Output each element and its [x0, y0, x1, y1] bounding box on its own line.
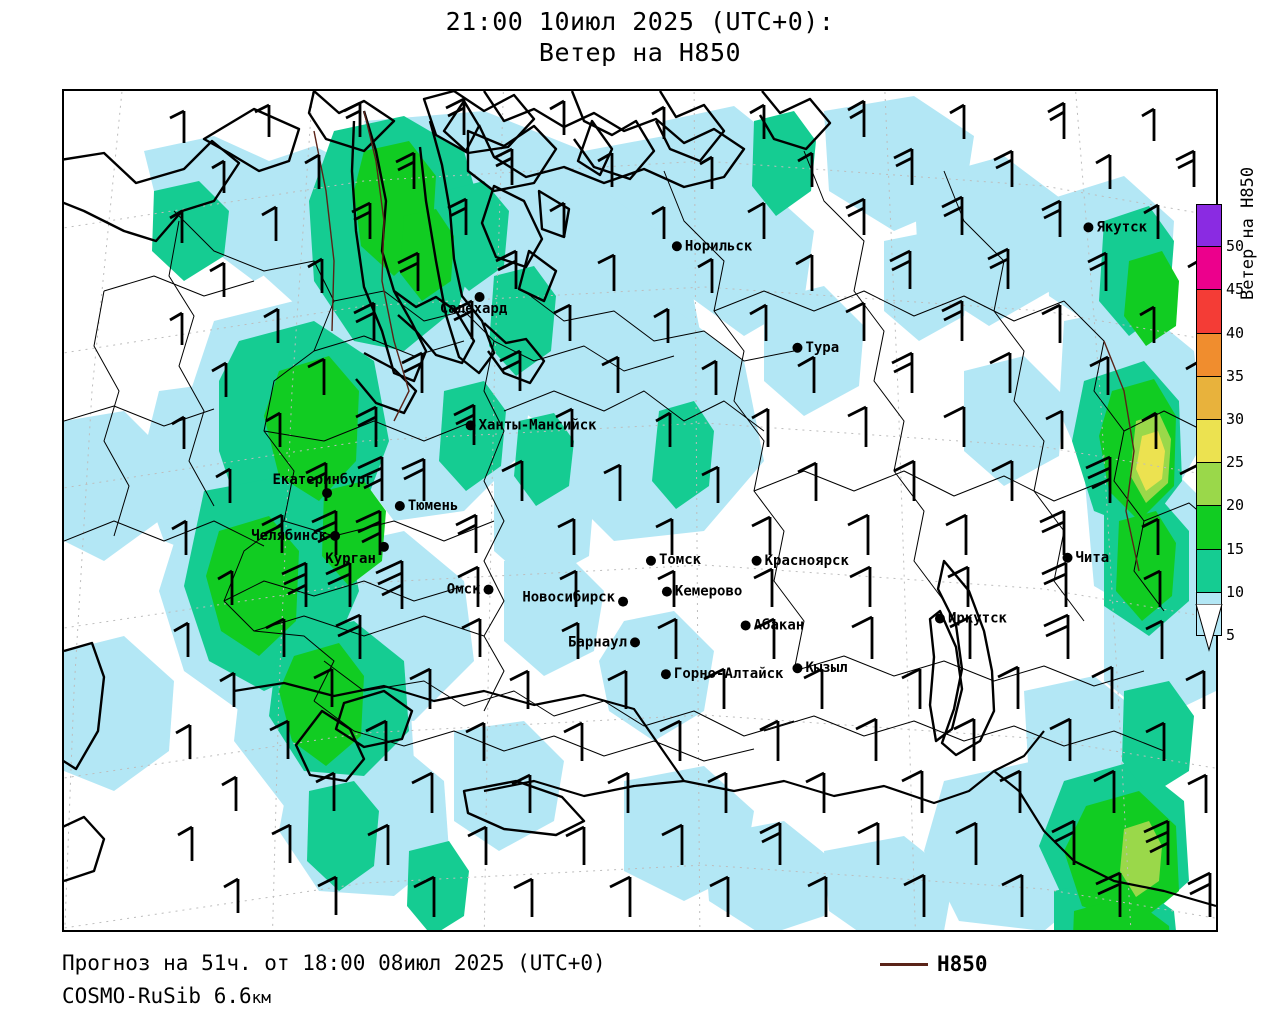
city-label: Екатеринбург	[273, 472, 374, 488]
city-label: Кемерово	[675, 584, 742, 600]
city-marker[interactable]: Абакан	[740, 617, 805, 633]
colorbar-tick-30: 30	[1226, 410, 1245, 428]
city-label: Омск	[447, 582, 481, 598]
city-label: Чита	[1076, 550, 1110, 566]
city-marker[interactable]: Тура	[792, 340, 839, 356]
city-dot-icon	[394, 501, 405, 512]
city-marker[interactable]: Ханты-Мансийск	[465, 417, 598, 433]
city-dot-icon	[934, 613, 945, 624]
city-marker[interactable]: Красноярск	[751, 553, 850, 569]
colorbar-tick-25: 25	[1226, 453, 1245, 472]
city-marker[interactable]: Кызыл	[792, 660, 848, 676]
wind-barbs-layer	[169, 97, 1212, 917]
forecast-caption: Прогноз на 51ч. от 18:00 08июл 2025 (UTC…	[62, 951, 606, 975]
model-caption: COSMO-RuSib 6.6км	[62, 984, 271, 1010]
city-label: Кызыл	[805, 660, 847, 676]
city-marker[interactable]: Норильск	[671, 238, 753, 254]
colorbar-tick-35: 35	[1226, 366, 1245, 385]
colorbar-tick-5: 5	[1226, 626, 1236, 644]
city-label: Салехард	[440, 301, 508, 317]
colorbar[interactable]	[1196, 204, 1222, 636]
city-dot-icon	[1083, 222, 1094, 233]
city-marker[interactable]: Томск	[645, 552, 702, 568]
city-dot-icon	[645, 555, 656, 566]
h850-legend-label: H850	[937, 952, 988, 976]
city-marker[interactable]: Якутск	[1083, 219, 1148, 235]
city-label: Тура	[805, 340, 839, 356]
city-label: Иркутск	[948, 610, 1008, 626]
city-dot-icon	[751, 555, 762, 566]
colorbar-band-20-25	[1196, 463, 1222, 507]
colorbar-tick-15: 15	[1226, 539, 1245, 558]
city-layer: Норильск Тура Якутск Салехард Ханты-Мансийск…	[251, 219, 1147, 682]
city-label: Абакан	[754, 617, 805, 633]
city-dot-icon	[740, 620, 751, 631]
city-marker[interactable]: Омск	[447, 582, 494, 598]
city-dot-icon	[465, 420, 476, 431]
city-dot-icon	[660, 669, 671, 680]
h850-legend-swatch	[880, 962, 928, 966]
city-marker[interactable]: Тюмень	[394, 498, 459, 514]
city-dot-icon	[378, 541, 389, 552]
colorbar-band-35-40	[1196, 333, 1222, 377]
city-marker[interactable]: Новосибирск	[522, 590, 629, 607]
city-label: Курган	[325, 551, 376, 567]
colorbar-band-40-45	[1196, 290, 1222, 334]
city-marker[interactable]: Салехард	[440, 292, 508, 317]
model-name: COSMO-RuSib 6.6	[62, 984, 252, 1008]
title-datetime: 21:00 10июл 2025 (UTC+0):	[445, 7, 835, 36]
colorbar-band-45-50	[1196, 247, 1222, 291]
city-dot-icon	[483, 584, 494, 595]
colorbar-band-25-30	[1196, 419, 1222, 464]
colorbar-tick-45: 45	[1226, 280, 1245, 299]
colorbar-underflow-outline	[1195, 604, 1223, 652]
page-title: 21:00 10июл 2025 (UTC+0): Ветер на H850	[0, 6, 1280, 68]
city-label: Норильск	[685, 238, 753, 254]
colorbar-tick-10: 10	[1226, 582, 1245, 601]
city-dot-icon	[661, 586, 672, 597]
city-label: Ханты-Мансийск	[479, 417, 598, 433]
city-label: Барнаул	[568, 634, 627, 650]
title-parameter: Ветер на H850	[538, 38, 742, 67]
city-marker[interactable]: Курган	[325, 541, 389, 567]
map-canvas[interactable]: Норильск Тура Якутск Салехард Ханты-Мансийск…	[64, 91, 1216, 930]
colorbar-band-10-15	[1196, 549, 1222, 593]
city-label: Томск	[659, 552, 702, 568]
city-label: Тюмень	[408, 498, 459, 514]
windspeed-shading-layer	[64, 96, 1216, 930]
city-dot-icon	[792, 663, 803, 674]
city-label: Новосибирск	[522, 590, 615, 606]
city-label: Челябинск	[251, 528, 327, 544]
city-label: Красноярск	[765, 553, 850, 569]
city-marker[interactable]: Чита	[1062, 550, 1110, 566]
admin-border-layer	[64, 150, 1216, 908]
city-marker[interactable]: Кемерово	[661, 584, 742, 600]
colorbar-tick-40: 40	[1226, 323, 1245, 342]
city-dot-icon	[322, 488, 333, 499]
city-label: Якутск	[1096, 219, 1147, 235]
city-dot-icon	[792, 342, 803, 353]
colorbar-tick-20: 20	[1226, 496, 1245, 515]
city-marker[interactable]: Челябинск	[251, 528, 341, 544]
colorbar-band-30-35	[1196, 376, 1222, 420]
city-label: Горно-Алтайск	[674, 666, 784, 682]
colorbar-band-50-55	[1196, 204, 1222, 248]
city-dot-icon	[618, 596, 629, 607]
city-dot-icon	[671, 241, 682, 252]
city-dot-icon	[1062, 552, 1073, 563]
city-dot-icon	[630, 637, 641, 648]
city-dot-icon	[474, 292, 485, 303]
model-resolution-unit: км	[251, 988, 271, 1007]
colorbar-band-15-20	[1196, 506, 1222, 550]
h850-legend: H850	[880, 952, 988, 976]
colorbar-tick-50: 50	[1226, 237, 1245, 256]
weather-map-frame[interactable]: Норильск Тура Якутск Салехард Ханты-Мансийск…	[62, 89, 1218, 932]
city-marker[interactable]: Горно-Алтайск	[660, 666, 784, 682]
city-marker[interactable]: Барнаул	[568, 634, 641, 650]
city-marker[interactable]: Иркутск	[934, 610, 1008, 626]
city-dot-icon	[330, 530, 341, 541]
city-marker[interactable]: Екатеринбург	[273, 472, 374, 499]
